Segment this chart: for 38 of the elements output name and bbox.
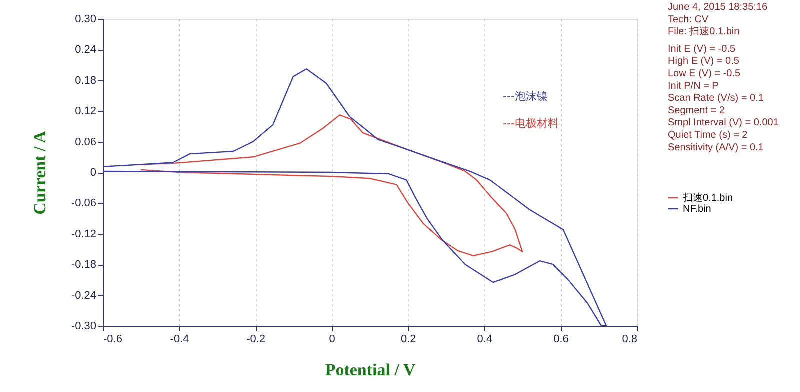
y-tick-label: -0.12 xyxy=(71,228,96,240)
x-tick-label: 0.6 xyxy=(554,334,569,346)
x-tick-label: 0 xyxy=(329,334,336,346)
x-axis-title: Potential / V xyxy=(325,360,416,380)
annotation: ---电极材料 xyxy=(503,117,559,130)
text: Sensitivity (A/V) = 0.1 xyxy=(668,142,764,154)
x-tick-label: 0.4 xyxy=(477,334,493,346)
text: Smpl Interval (V) = 0.001 xyxy=(668,118,780,129)
y-tick-label: 0.12 xyxy=(75,106,96,118)
y-axis-title: Current / A xyxy=(30,130,50,215)
x-tick-label: -0.6 xyxy=(104,334,122,346)
y-tick-label: 0.24 xyxy=(75,44,96,56)
text: Segment = 2 xyxy=(668,105,726,116)
annotation: ---泡沫镍 xyxy=(503,90,548,103)
x-tick-label: 0.8 xyxy=(622,334,638,346)
text: June 4, 2015 18:35:16 xyxy=(668,2,768,13)
y-tick-label: -0.18 xyxy=(71,259,96,272)
text: File: 扫速0.1.bin xyxy=(668,26,740,38)
legend-label: NF.bin xyxy=(683,204,712,215)
x-tick-label: -0.2 xyxy=(246,334,266,346)
y-tick-label: 0.18 xyxy=(75,74,96,87)
text: Init P/N = P xyxy=(668,80,720,92)
y-tick-label: 0.06 xyxy=(75,136,96,148)
text: Tech: CV xyxy=(668,14,709,26)
line-series xyxy=(103,68,608,326)
y-tick-label: 0.30 xyxy=(75,14,96,26)
y-tick-label: 0 xyxy=(90,167,96,179)
x-tick-label: -0.4 xyxy=(170,334,190,346)
text: Init E (V) = -0.5 xyxy=(668,44,736,55)
x-tick-label: 0.2 xyxy=(400,334,416,346)
text: Low E (V) = -0.5 xyxy=(668,68,741,80)
text: Quiet Time (s) = 2 xyxy=(668,130,748,141)
text: High E (V) = 0.5 xyxy=(668,56,740,68)
y-tick-label: -0.06 xyxy=(71,198,96,210)
y-tick-label: -0.30 xyxy=(71,320,96,332)
text: Scan Rate (V/s) = 0.1 xyxy=(668,93,764,104)
legend-label: 扫速0.1.bin xyxy=(682,192,734,204)
y-tick-label: -0.24 xyxy=(71,290,96,302)
